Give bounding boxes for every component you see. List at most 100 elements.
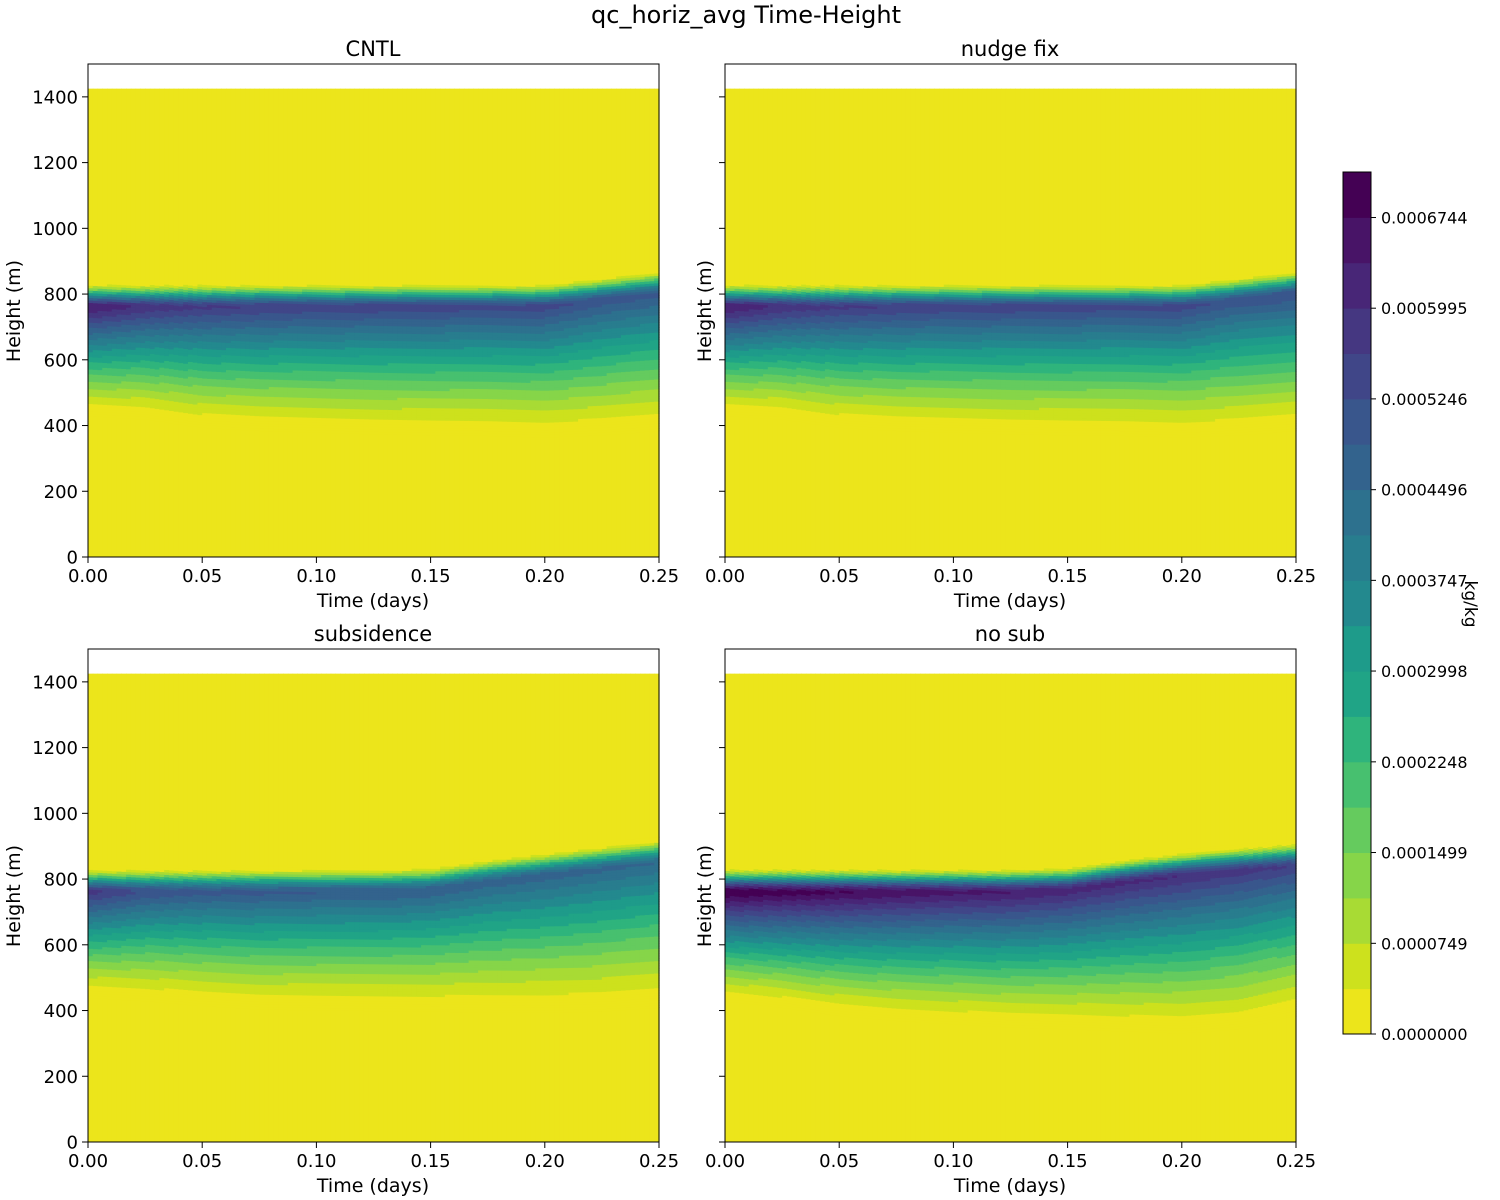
contour-cell [121,390,127,394]
contour-cell [164,409,170,413]
contour-cell [283,421,289,425]
contour-cell [278,288,284,292]
contour-cell [164,419,170,423]
contour-cell [130,381,137,385]
contour-cell [230,285,237,290]
contour-cell [406,88,413,282]
contour-cell [187,297,194,301]
contour-cell [211,415,218,419]
contour-cell [159,421,165,557]
contour-cell [159,288,165,292]
contour-cell [178,290,184,295]
contour-cell [206,395,213,399]
contour-cell [140,293,146,297]
contour-cell [235,355,241,359]
contour-cell [140,374,146,378]
contour-cell [230,345,237,349]
contour-cell [373,88,379,282]
contour-cell [116,375,122,379]
contour-cell [230,352,237,356]
contour-cell [202,378,208,382]
contour-cell [102,315,108,319]
contour-cell [135,297,141,301]
contour-cell [145,404,151,408]
contour-cell [187,88,194,282]
contour-cell [225,362,232,366]
contour-cell [92,413,99,417]
contour-cell [149,397,156,401]
contour-cell [254,307,260,311]
contour-cell [430,280,436,283]
contour-cell [92,359,99,363]
contour-cell [273,300,279,304]
contour-cell [149,294,156,298]
contour-cell [164,421,170,557]
contour-cell [130,361,137,365]
contour-cell [287,354,294,359]
contour-cell [178,286,184,290]
contour-cell [278,302,284,306]
contour-cell [126,282,132,286]
contour-cell [264,304,270,309]
contour-cell [192,283,199,287]
contour-cell [102,387,108,391]
contour-cell [88,336,94,340]
contour-cell [254,348,260,353]
contour-cell [273,329,279,333]
contour-cell [373,280,379,282]
contour-cell [216,354,222,358]
contour-cell [245,380,251,384]
contour-cell [230,362,237,366]
contour-cell [192,285,199,289]
contour-cell [173,305,180,309]
contour-cell [216,285,222,289]
contour-cell [88,304,94,308]
panel-cntl: CNTL 0.00 0.05 0.10 0.15 0.20 0.2502004006008… [3,37,679,612]
contour-cell [145,340,151,344]
contour-cell [183,336,189,340]
contour-cell [287,391,294,395]
contour-cell [159,285,165,289]
contour-cell [107,352,113,356]
contour-cell [145,382,151,386]
contour-cell [135,379,141,383]
contour-cell [283,280,289,284]
contour-cell [240,280,246,283]
contour-cell [102,313,108,317]
contour-cell [111,412,118,416]
contour-cell [273,292,279,296]
contour-cell [140,364,146,368]
contour-cell [216,280,222,284]
contour-cell [278,337,284,341]
contour-cell [278,374,284,378]
contour-cell [259,361,265,365]
contour-cell [287,372,294,376]
contour-cell [173,346,180,351]
contour-cell [183,284,189,288]
contour-cell [254,430,260,557]
contour-cell [283,374,289,378]
contour-cell [459,88,465,282]
contour-cell [283,317,289,321]
contour-cell [135,413,141,417]
contour-cell [126,381,132,385]
contour-cell [111,416,118,557]
contour-cell [245,355,251,359]
contour-cell [259,299,265,303]
contour-cell [92,295,99,299]
contour-cell [268,408,275,412]
contour-cell [254,351,260,355]
contour-cell [154,88,160,282]
contour-cell [264,415,270,419]
contour-cell [192,312,199,316]
contour-cell [197,347,203,352]
contour-cell [211,373,218,377]
contour-cell [240,348,246,352]
contour-cell [240,340,246,344]
contour-cell [264,410,270,415]
contour-cell [283,409,289,413]
contour-cell [145,419,151,557]
contour-cell [88,351,94,355]
contour-cell [97,315,103,319]
contour-cell [240,291,246,295]
